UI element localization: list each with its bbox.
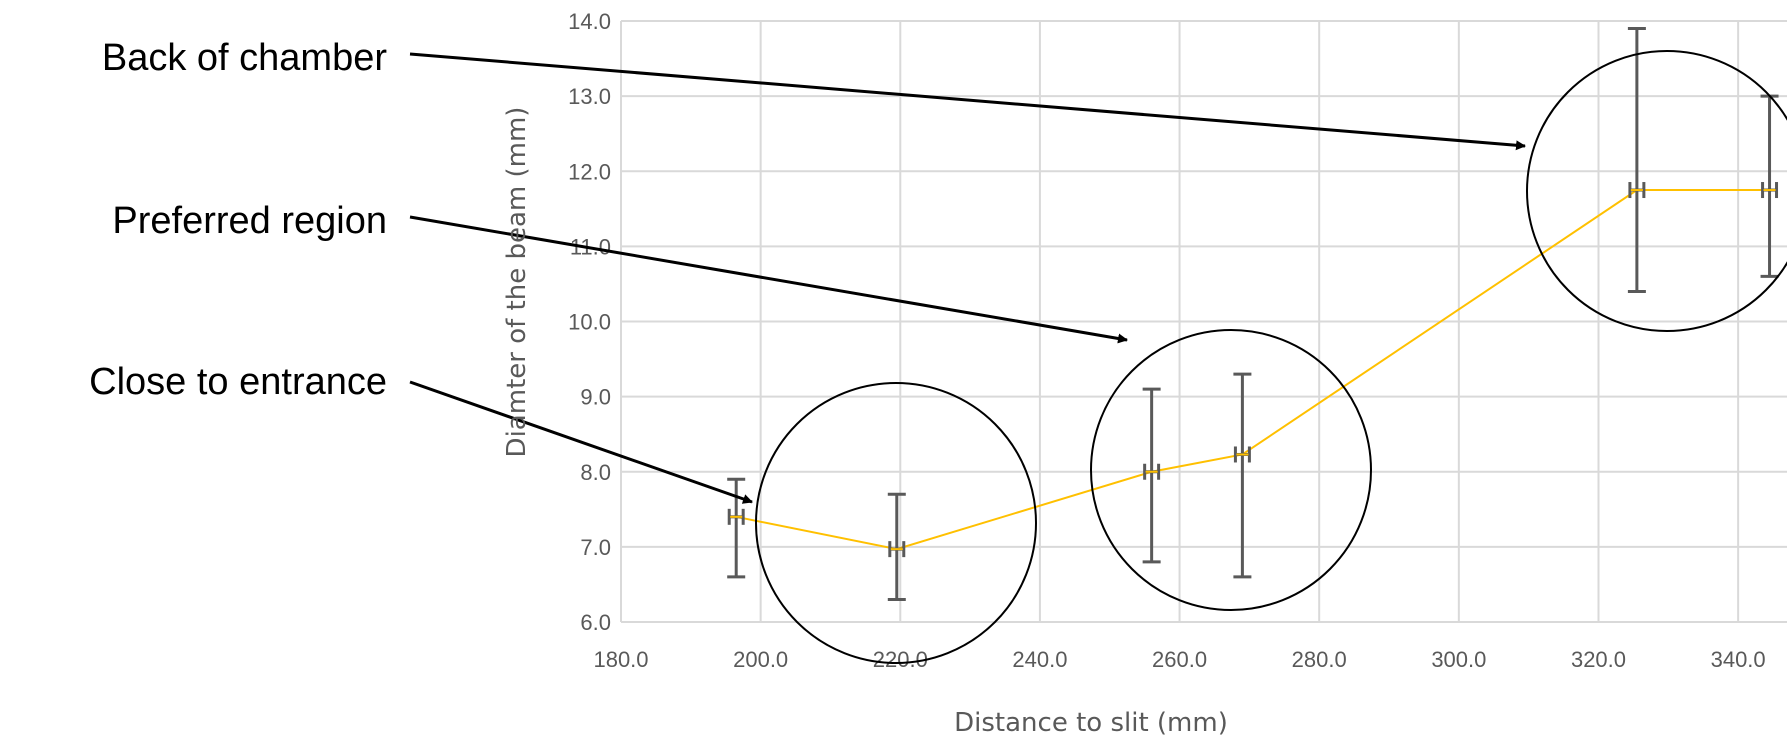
y-tick-label: 10.0 [568,310,611,335]
annotations: Back of chamber Preferred region Close to … [89,37,1526,504]
annotation-arrow [409,52,1526,151]
x-axis-title: Distance to slit (mm) [954,708,1228,738]
annotation-label: Preferred region [112,200,387,242]
x-tick-label: 180.0 [593,647,648,672]
series-line [736,189,1770,551]
x-tick-label: 280.0 [1292,647,1347,672]
y-tick-label: 7.0 [580,535,611,560]
annotation-arrow [409,215,1128,344]
x-tick-label: 320.0 [1571,647,1626,672]
series-line-layer [736,189,1770,551]
y-tick-label: 6.0 [580,610,611,635]
x-tick-label: 300.0 [1431,647,1486,672]
x-tick-label: 340.0 [1711,647,1766,672]
data-point [727,477,746,579]
y-axis-title: Diamter of the beam (mm) [502,107,532,458]
group-circle [1090,329,1372,611]
data-point [887,492,906,601]
error-bars [727,27,1779,601]
data-point [1627,27,1646,293]
grid [620,20,1787,623]
tick-labels: 6.07.08.09.010.011.012.013.014.0180.0200… [568,9,1765,672]
group-circle [755,382,1037,664]
data-point [1760,94,1779,278]
data-point [1142,387,1161,564]
data-point [1233,372,1252,579]
group-circles [755,50,1787,664]
x-tick-label: 260.0 [1152,647,1207,672]
x-tick-label: 220.0 [873,647,928,672]
x-tick-label: 240.0 [1012,647,1067,672]
y-tick-label: 14.0 [568,9,611,34]
y-tick-label: 13.0 [568,84,611,109]
x-tick-label: 200.0 [733,647,788,672]
y-tick-label: 12.0 [568,159,611,184]
annotation-arrow [409,380,753,504]
annotation-label: Close to entrance [89,361,387,403]
group-circle [1526,50,1787,332]
y-tick-label: 9.0 [580,385,611,410]
y-tick-label: 8.0 [580,460,611,485]
annotation-label: Back of chamber [102,37,387,79]
